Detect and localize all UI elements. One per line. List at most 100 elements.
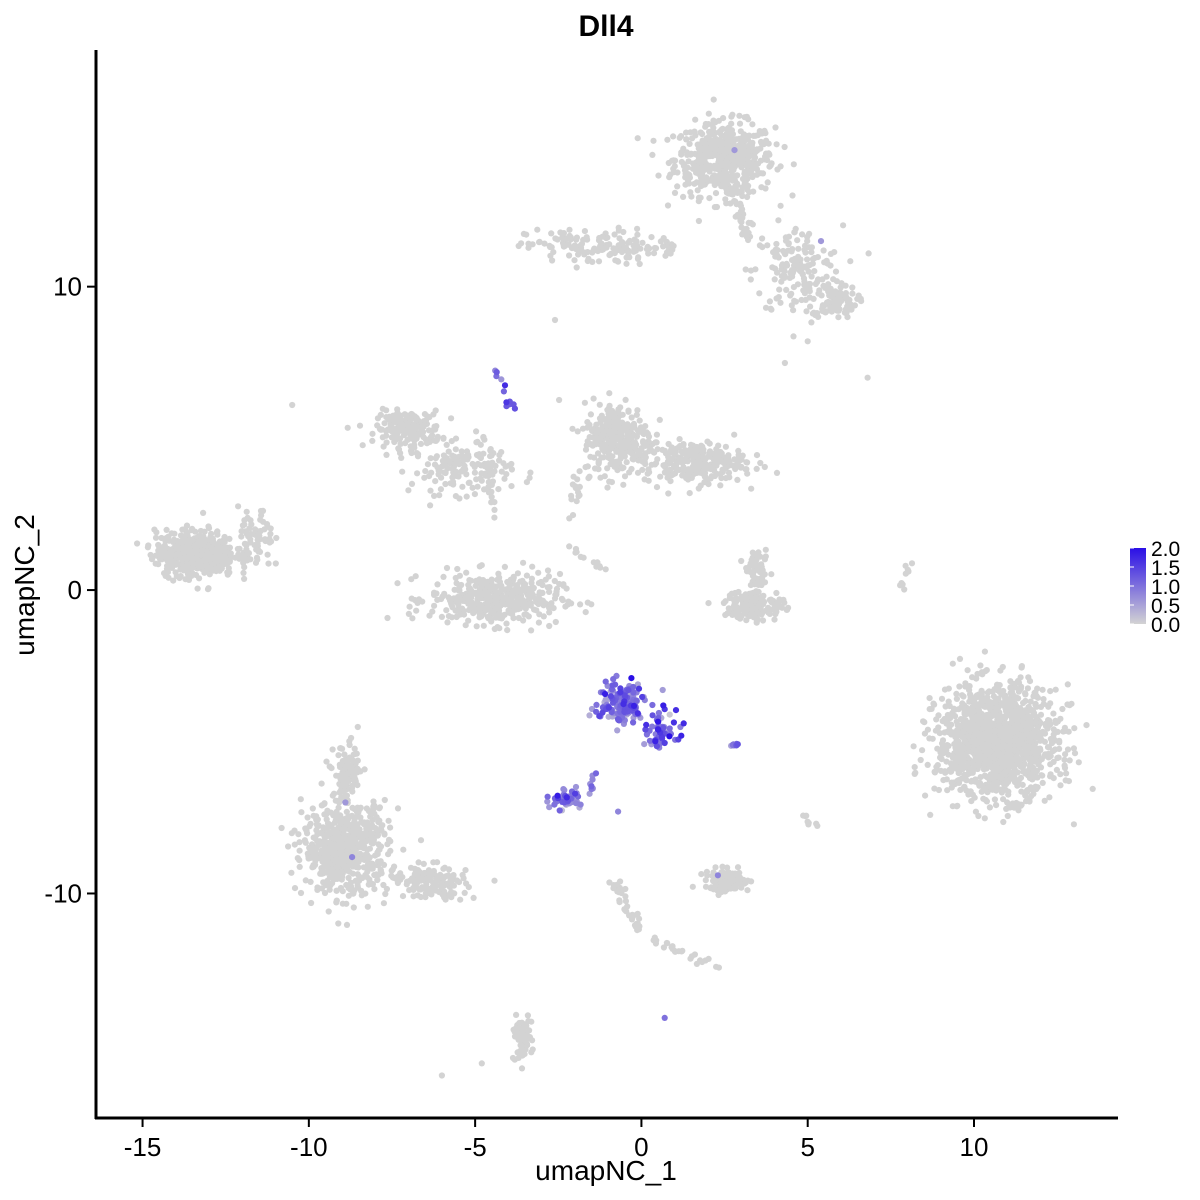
cell-point — [715, 442, 722, 449]
cell-point — [991, 796, 999, 803]
cell-point — [398, 454, 405, 461]
cell-point — [377, 411, 384, 418]
cell-point — [383, 451, 390, 458]
cell-point — [999, 742, 1006, 749]
cell-point — [710, 117, 717, 124]
cell-point — [687, 129, 694, 136]
cell-point — [670, 133, 677, 140]
cell-point — [950, 705, 958, 712]
cell-point — [324, 807, 331, 814]
cell-point — [1018, 749, 1026, 756]
cell-point — [619, 240, 626, 247]
cell-point — [238, 528, 245, 535]
cell-point — [389, 866, 396, 873]
cell-point — [1060, 728, 1067, 735]
cell-point — [531, 606, 538, 613]
cell-point — [722, 443, 730, 450]
cell-point — [753, 166, 761, 173]
cell-point — [537, 597, 545, 604]
cell-point — [527, 469, 534, 476]
cell-point — [995, 695, 1002, 702]
cell-point — [134, 540, 141, 547]
cell-point — [639, 239, 646, 246]
cell-point — [840, 222, 847, 229]
cell-point — [636, 260, 643, 268]
cell-point — [1004, 812, 1011, 820]
cell-point — [1026, 713, 1033, 720]
cell-point — [1035, 761, 1042, 768]
cell-point — [1030, 693, 1037, 700]
cell-point — [745, 116, 752, 123]
cell-point — [195, 557, 202, 564]
cell-point — [523, 572, 531, 579]
cell-point — [716, 155, 723, 162]
cell-point — [757, 145, 764, 152]
cell-point — [695, 463, 702, 470]
cell-point — [354, 723, 361, 731]
cell-point — [406, 603, 413, 610]
cell-point — [620, 481, 627, 488]
cell-point — [978, 714, 985, 721]
cell-point — [830, 276, 837, 283]
cell-point — [697, 194, 704, 201]
cell-point — [405, 487, 412, 494]
cell-point — [383, 414, 390, 421]
cell-point — [956, 741, 963, 748]
cell-point — [972, 741, 979, 748]
cell-point — [955, 770, 962, 777]
cell-point — [535, 569, 542, 576]
cell-point — [508, 591, 515, 598]
cell-point — [374, 422, 381, 429]
cell-point — [560, 230, 568, 237]
cell-point — [665, 490, 672, 497]
cell-point — [1039, 772, 1046, 779]
cell-point — [917, 756, 924, 764]
cell-point — [789, 192, 796, 199]
cell-point — [492, 462, 499, 469]
cell-point — [975, 812, 982, 820]
cell-point — [702, 455, 709, 462]
cell-point — [699, 137, 706, 144]
cell-point — [354, 765, 361, 773]
cell-point — [665, 467, 672, 474]
cell-point — [399, 468, 406, 475]
cell-point — [387, 824, 394, 831]
cell-point — [656, 416, 663, 423]
cell-point — [496, 603, 503, 611]
cell-point — [424, 461, 431, 468]
cell-point — [163, 549, 170, 557]
cell-point — [217, 545, 225, 552]
cell-point — [911, 770, 918, 778]
cell-point — [430, 859, 437, 866]
cell-point — [1013, 694, 1020, 701]
cell-point — [385, 817, 392, 824]
cell-point — [573, 236, 580, 243]
cell-point — [728, 127, 736, 134]
cell-point — [710, 96, 717, 103]
cell-point — [538, 578, 545, 586]
cell-point — [794, 237, 801, 244]
cell-point — [964, 667, 971, 674]
cell-point — [194, 585, 201, 592]
cell-point — [592, 465, 599, 472]
cell-point — [313, 813, 320, 820]
cell-point — [491, 877, 498, 884]
cell-point — [245, 533, 252, 540]
cell-point — [969, 704, 976, 711]
cell-point — [953, 690, 960, 698]
cell-point — [949, 660, 956, 667]
cell-point — [471, 491, 478, 498]
cell-point — [711, 181, 718, 189]
cell-point — [1001, 769, 1009, 776]
cell-point — [335, 814, 342, 821]
cell-point — [819, 276, 826, 283]
cell-point — [607, 250, 615, 257]
cell-point — [454, 565, 461, 573]
cell-point — [613, 447, 620, 454]
cell-point — [795, 245, 802, 252]
cell-point — [411, 444, 418, 451]
cell-point — [846, 306, 853, 313]
cell-point — [723, 455, 730, 462]
cell-point — [746, 152, 753, 160]
cell-point — [253, 546, 260, 553]
